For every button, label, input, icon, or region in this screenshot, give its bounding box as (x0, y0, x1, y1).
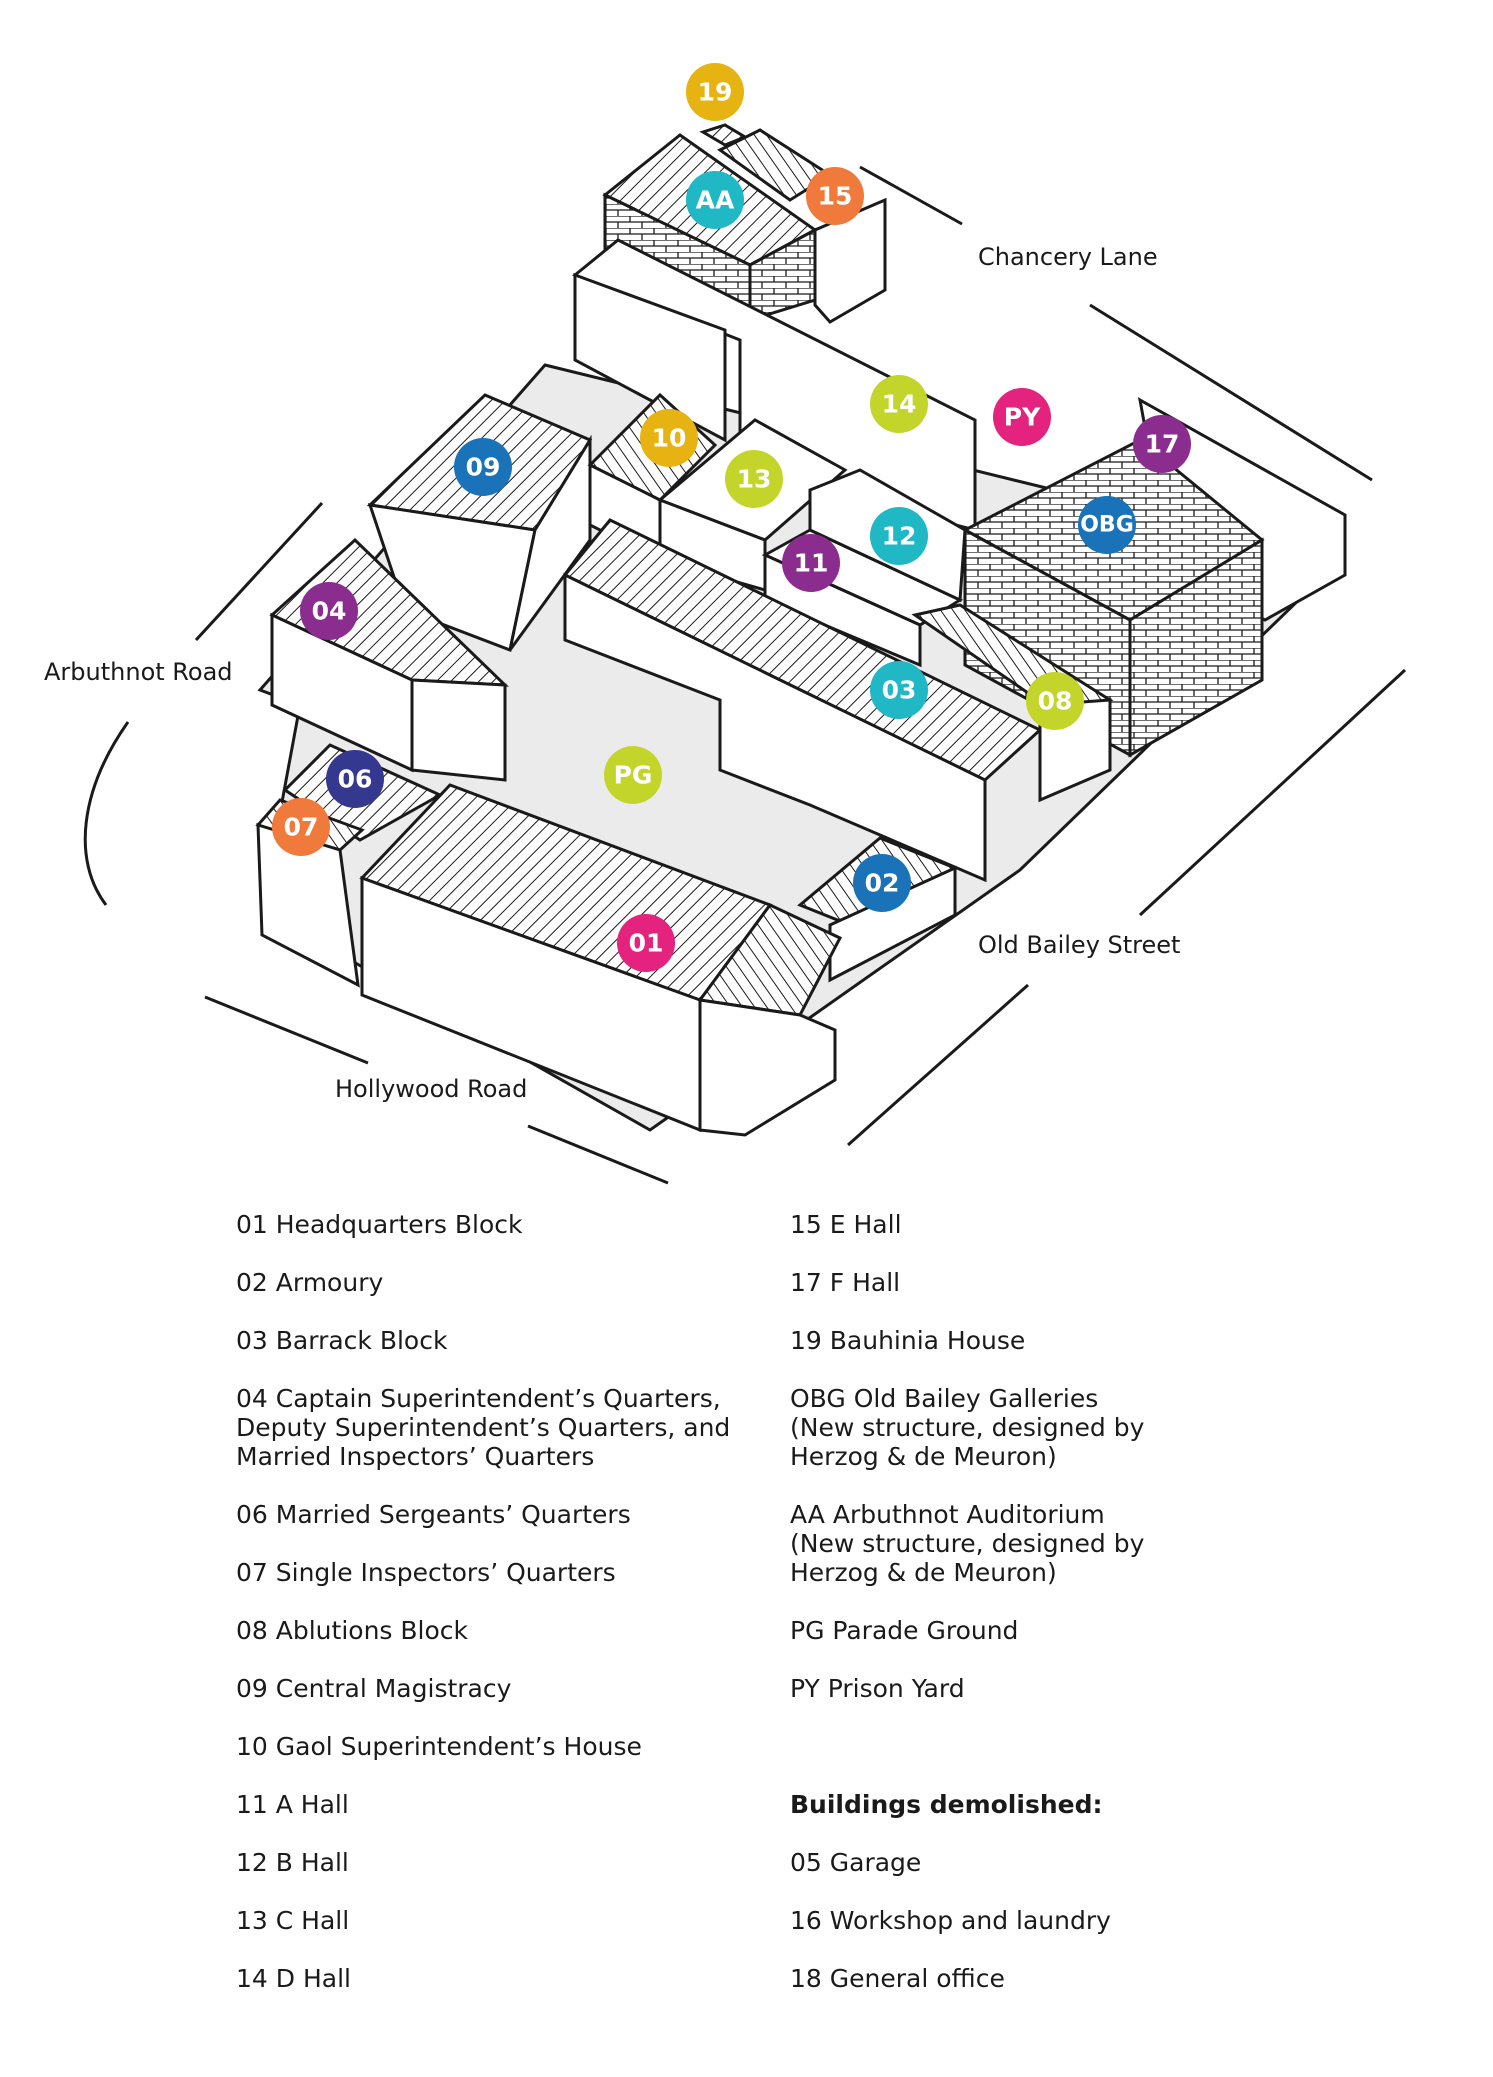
legend-entry-08: 08 Ablutions Block (236, 1616, 468, 1645)
legend-entry-py: PY Prison Yard (790, 1674, 965, 1703)
marker-06[interactable]: 06 (326, 750, 384, 808)
marker-01[interactable]: 01 (617, 914, 675, 972)
legend-entry-04: 04 Captain Superintendent’s Quarters, De… (236, 1384, 731, 1471)
marker-15-label: 15 (818, 182, 853, 211)
marker-02-label: 02 (865, 869, 900, 898)
marker-17-label: 17 (1145, 430, 1180, 459)
legend-entry-05: 05 Garage (790, 1848, 922, 1877)
marker-10-label: 10 (652, 424, 687, 453)
legend-entry-13: 13 C Hall (236, 1906, 350, 1935)
street-hollywood-road: Hollywood Road (335, 1075, 527, 1103)
marker-07-label: 07 (284, 813, 319, 842)
legend-entry-17: 17 F Hall (790, 1268, 901, 1297)
street-arbuthnot-road: Arbuthnot Road (44, 658, 233, 686)
marker-04-label: 04 (312, 597, 347, 626)
marker-11-label: 11 (794, 549, 829, 578)
marker-03-label: 03 (882, 676, 917, 705)
marker-02[interactable]: 02 (853, 854, 911, 912)
marker-10[interactable]: 10 (640, 409, 698, 467)
marker-11[interactable]: 11 (782, 534, 840, 592)
marker-09-label: 09 (466, 453, 501, 482)
legend-entry-09: 09 Central Magistracy (236, 1674, 512, 1703)
marker-15[interactable]: 15 (806, 167, 864, 225)
legend-entry-01: 01 Headquarters Block (236, 1210, 523, 1239)
marker-04[interactable]: 04 (300, 582, 358, 640)
marker-07[interactable]: 07 (272, 798, 330, 856)
marker-obg[interactable]: OBG (1078, 496, 1136, 554)
legend-spacer (790, 1732, 1330, 1761)
marker-14[interactable]: 14 (870, 375, 928, 433)
marker-14-label: 14 (882, 390, 917, 419)
legend-entry-aa: AA Arbuthnot Auditorium (New structure, … (790, 1500, 1145, 1587)
marker-obg-label: OBG (1080, 513, 1134, 538)
building-captain-quarters (269, 537, 509, 782)
marker-08[interactable]: 08 (1026, 672, 1084, 730)
legend-entry-16: 16 Workshop and laundry (790, 1906, 1111, 1935)
legend-entry-02: 02 Armoury (236, 1268, 384, 1297)
marker-08-label: 08 (1038, 687, 1073, 716)
marker-06-label: 06 (338, 765, 373, 794)
legend-entry-14: 14 D Hall (236, 1964, 351, 1993)
marker-12[interactable]: 12 (870, 507, 928, 565)
street-lines (83, 165, 1407, 1185)
legend-entry-pg: PG Parade Ground (790, 1616, 1019, 1645)
legend-entry-15: 15 E Hall (790, 1210, 902, 1239)
legend-entry-06: 06 Married Sergeants’ Quarters (236, 1500, 631, 1529)
marker-aa-label: AA (696, 186, 735, 215)
street-old-bailey: Old Bailey Street (978, 931, 1180, 959)
marker-py-label: PY (1004, 403, 1041, 432)
marker-pg[interactable]: PG (604, 746, 662, 804)
street-chancery-lane: Chancery Lane (978, 243, 1158, 271)
legend-entry-11: 11 A Hall (236, 1790, 349, 1819)
legend-left-column: 01 Headquarters Block 02 Armoury 03 Barr… (236, 1210, 776, 2022)
legend-entry-18: 18 General office (790, 1964, 1005, 1993)
building-bauhinia (699, 123, 749, 147)
marker-pg-label: PG (614, 761, 653, 790)
marker-17[interactable]: 17 (1133, 415, 1191, 473)
legend-entry-12: 12 B Hall (236, 1848, 349, 1877)
marker-13-label: 13 (737, 465, 772, 494)
building-central-magistracy (366, 393, 593, 653)
building-barrack-block (562, 518, 1043, 883)
legend-entry-10: 10 Gaol Superintendent’s House (236, 1732, 642, 1761)
marker-19[interactable]: 19 (686, 63, 744, 121)
legend-demolished-heading: Buildings demolished: (790, 1790, 1103, 1819)
marker-13[interactable]: 13 (725, 450, 783, 508)
marker-03[interactable]: 03 (870, 661, 928, 719)
legend-right-column: 15 E Hall 17 F Hall 19 Bauhinia House OB… (790, 1210, 1330, 2022)
marker-aa[interactable]: AA (686, 171, 744, 229)
marker-py[interactable]: PY (993, 388, 1051, 446)
legend-entry-19: 19 Bauhinia House (790, 1326, 1026, 1355)
legend-entry-03: 03 Barrack Block (236, 1326, 448, 1355)
site-map: Chancery Lane Arbuthnot Road Old Bailey … (44, 63, 1407, 1185)
legend-entry-07: 07 Single Inspectors’ Quarters (236, 1558, 616, 1587)
marker-19-label: 19 (698, 78, 733, 107)
legend-entry-obg: OBG Old Bailey Galleries (New structure,… (790, 1384, 1145, 1471)
marker-12-label: 12 (882, 522, 917, 551)
marker-01-label: 01 (629, 929, 664, 958)
marker-09[interactable]: 09 (454, 438, 512, 496)
